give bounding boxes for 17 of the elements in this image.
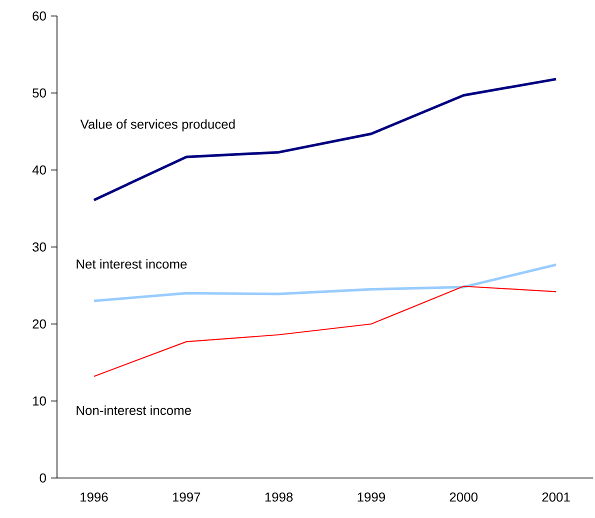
y-tick-label: 30	[32, 242, 46, 252]
series-label: Value of services produced	[80, 119, 235, 132]
y-tick-label: 40	[32, 165, 46, 175]
x-tick-label: 1999	[358, 492, 386, 502]
line-series	[93, 286, 557, 377]
x-tick-label: 1998	[265, 492, 293, 502]
x-tick-label: 2001	[542, 492, 570, 502]
y-tick-label: 20	[32, 319, 46, 329]
y-tick-label: 0	[40, 473, 46, 483]
series-label: Net interest income	[76, 259, 187, 269]
y-tick-label: 60	[32, 11, 46, 21]
text: Non-interest income	[76, 405, 191, 415]
y-tick-label: 10	[33, 396, 46, 406]
y-tick-label: 50	[32, 88, 46, 98]
x-tick-label: 1997	[172, 492, 200, 502]
x-tick-label: 2000	[450, 492, 478, 502]
x-tick-label: 1996	[80, 492, 108, 502]
